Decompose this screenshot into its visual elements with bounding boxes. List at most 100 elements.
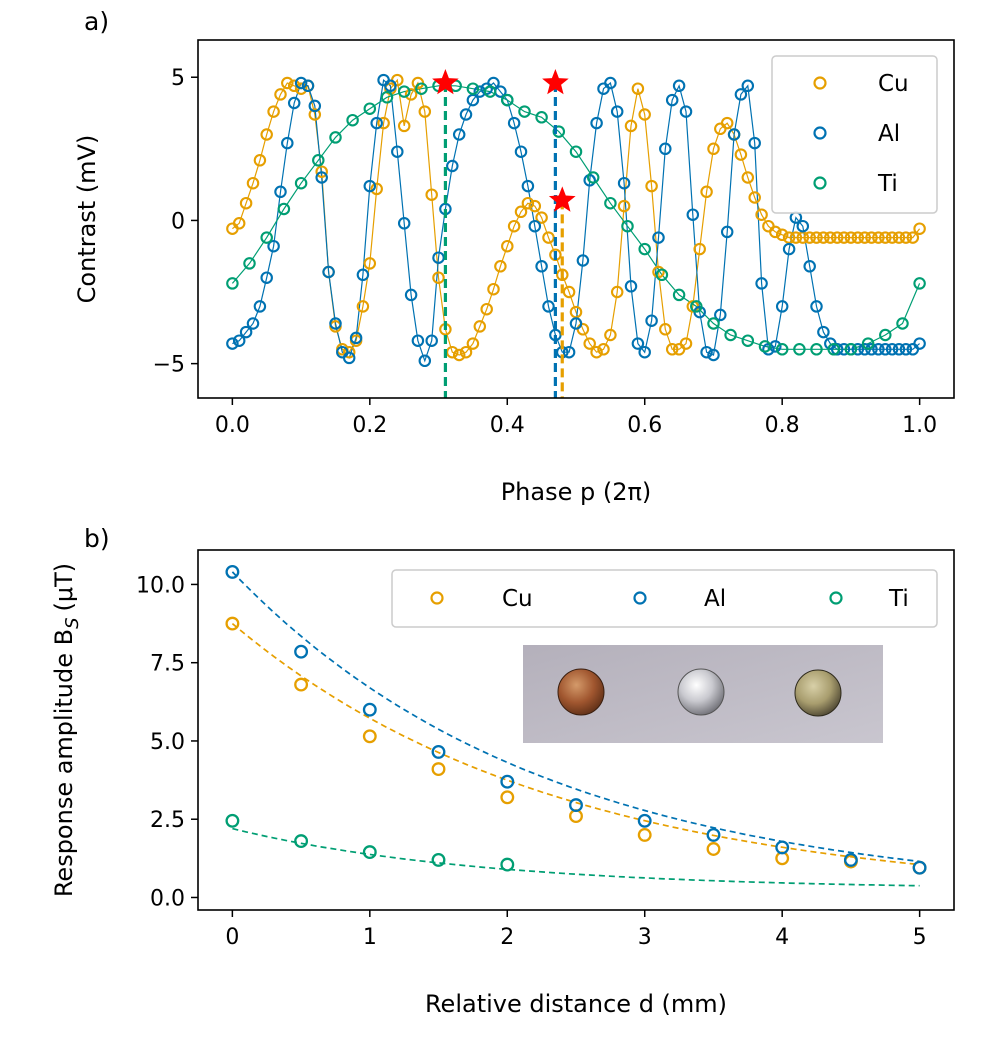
b-ytick-label: 2.5: [150, 808, 185, 833]
point-cu: [542, 231, 555, 244]
point-al: [631, 337, 645, 350]
point-al: [569, 317, 583, 330]
point-cu: [446, 345, 459, 359]
point-al: [617, 176, 631, 190]
point-cu: [879, 231, 892, 244]
point-ti: [690, 300, 703, 313]
point-ti: [621, 219, 634, 233]
point-al: [356, 268, 370, 282]
point-cu: [562, 285, 576, 299]
panel-b-ylabel-unit: (μT): [50, 563, 78, 612]
point-al: [397, 217, 411, 230]
point-ti: [741, 334, 755, 347]
point-al: [879, 343, 892, 356]
point-ti: [260, 231, 273, 244]
point-cu: [253, 154, 267, 167]
point-cu: [514, 205, 528, 219]
point-cu: [267, 105, 280, 118]
point-cu: [294, 82, 308, 95]
legend-b-al-label: Al: [704, 586, 726, 612]
point-cu: [769, 225, 782, 239]
point-al: [363, 179, 377, 193]
point-cu: [824, 231, 837, 244]
point-al: [281, 136, 294, 150]
point-al: [349, 331, 363, 345]
panel-b-xlabel: Relative distance d (mm): [425, 990, 727, 1018]
point-ti: [896, 317, 909, 330]
point-cu: [274, 88, 287, 101]
point-al: [425, 334, 438, 347]
point-al: [796, 219, 810, 233]
point-al: [686, 208, 700, 221]
point-b-cu: [706, 842, 721, 856]
a-ytick-label: 5: [171, 66, 185, 91]
point-ti: [363, 102, 377, 115]
point-al: [892, 343, 906, 356]
point-ti: [329, 131, 342, 144]
point-al: [755, 277, 768, 290]
point-cu: [287, 79, 301, 93]
point-ti: [638, 242, 651, 256]
point-cu: [707, 142, 720, 156]
star-marker-al: [542, 69, 569, 95]
point-ti: [501, 93, 514, 107]
inset-photo: [523, 645, 883, 743]
point-cu: [432, 271, 445, 284]
point-ti: [243, 257, 256, 270]
point-cu: [610, 285, 624, 299]
a-xtick-label: 1.0: [902, 413, 937, 438]
point-ti: [844, 343, 858, 356]
point-al: [315, 171, 328, 184]
a-xtick-label: 0.6: [627, 413, 662, 438]
legend-a-al-label: Al: [878, 121, 900, 147]
point-al: [775, 300, 789, 313]
titanium-disc: [794, 669, 842, 717]
point-cu: [899, 231, 913, 244]
panel-b-ylabel-main: Response amplitude B: [50, 629, 78, 897]
point-b-al: [912, 860, 927, 875]
point-al: [452, 128, 466, 141]
point-al: [411, 334, 425, 347]
point-cu: [755, 208, 768, 221]
point-cu: [556, 268, 569, 282]
point-ti: [793, 343, 806, 356]
point-cu: [473, 320, 487, 333]
point-ti: [810, 343, 823, 356]
point-cu: [665, 343, 679, 356]
point-cu: [466, 337, 480, 350]
panel-a-ticks: 0.0 0.2 0.4 0.6 0.8 1.0 −5 0 5: [153, 66, 938, 438]
point-al: [459, 108, 473, 121]
point-cu: [480, 302, 493, 316]
point-b-al: [843, 852, 858, 867]
point-ti: [724, 328, 737, 342]
point-cu: [617, 199, 631, 213]
point-al: [418, 354, 432, 368]
point-cu: [315, 165, 328, 178]
point-cu: [631, 82, 645, 95]
point-cu: [377, 116, 390, 130]
panel-a-xlabel: Phase p (2π): [501, 478, 652, 506]
point-al: [741, 79, 755, 93]
point-ti: [827, 343, 840, 356]
point-al: [287, 96, 301, 110]
point-al: [638, 345, 651, 359]
point-cu: [872, 231, 885, 244]
legend-a-ti-marker: [813, 176, 827, 190]
point-cu: [844, 231, 858, 244]
point-al: [885, 343, 899, 356]
point-b-al: [362, 702, 377, 717]
fit-curve-al: [231, 571, 920, 863]
point-al: [226, 337, 239, 350]
point-ti: [861, 337, 875, 350]
point-al: [679, 105, 693, 118]
star-marker-cu: [548, 186, 576, 212]
point-b-al: [569, 798, 583, 813]
point-b-cu: [225, 616, 240, 631]
panel-b-legend: Cu Al Ti: [391, 569, 938, 628]
point-b-al: [775, 840, 790, 855]
point-cu: [837, 231, 851, 244]
point-cu: [789, 231, 803, 244]
point-ti: [466, 82, 480, 95]
point-al: [590, 116, 603, 130]
point-cu: [397, 119, 411, 133]
